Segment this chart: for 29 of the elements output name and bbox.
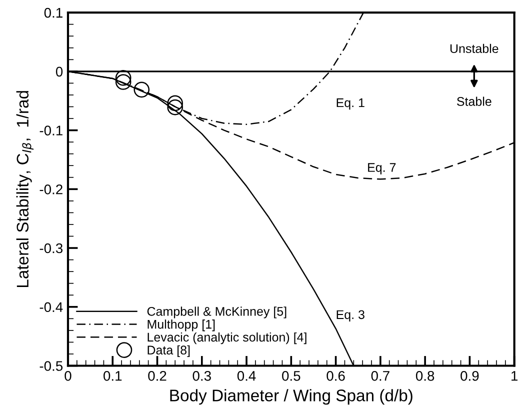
annotation: Unstable <box>450 44 498 54</box>
x-tick-label: 0.1 <box>104 370 122 381</box>
legend-label: Campbell & McKinney [5] <box>147 306 286 318</box>
y-tick-label: -0.5 <box>40 361 63 371</box>
y-tick-label: 0 <box>56 66 63 77</box>
x-tick-label: 0.3 <box>192 370 211 381</box>
y-tick-label: -0.1 <box>40 126 62 136</box>
x-tick-label: 0.5 <box>282 370 300 381</box>
y-tick-label: -0.2 <box>40 184 62 194</box>
y-tick-label: 0.1 <box>44 8 62 18</box>
annotation: Eq. 1 <box>336 98 364 110</box>
x-tick-label: 0.7 <box>371 370 390 381</box>
legend-label: Multhopp [1] <box>148 320 215 332</box>
y-tick-label: -0.3 <box>40 243 63 254</box>
annotation: Eq. 3 <box>336 310 364 322</box>
y-tick-label: -0.4 <box>40 302 63 312</box>
x-axis-title: Body Diameter / Wing Span (d/b) <box>170 389 412 405</box>
legend-label: Levacic (analytic solution) [4] <box>148 332 306 344</box>
annotation: Eq. 7 <box>368 163 396 174</box>
x-tick-label: 0.2 <box>148 370 166 381</box>
x-tick-label: 0.8 <box>416 370 434 381</box>
x-tick-label: 1 <box>512 371 518 381</box>
x-tick-label: 0 <box>64 370 72 381</box>
x-tick-label: 0.9 <box>460 370 479 381</box>
x-tick-label: 0.6 <box>326 370 345 381</box>
annotation: Stable <box>457 96 492 106</box>
legend-label: Data [8] <box>148 345 190 357</box>
y-axis-title: Lateral Stability, C$_{lβ}$, 1/rad <box>16 91 34 288</box>
x-tick-label: 0.4 <box>237 370 256 381</box>
